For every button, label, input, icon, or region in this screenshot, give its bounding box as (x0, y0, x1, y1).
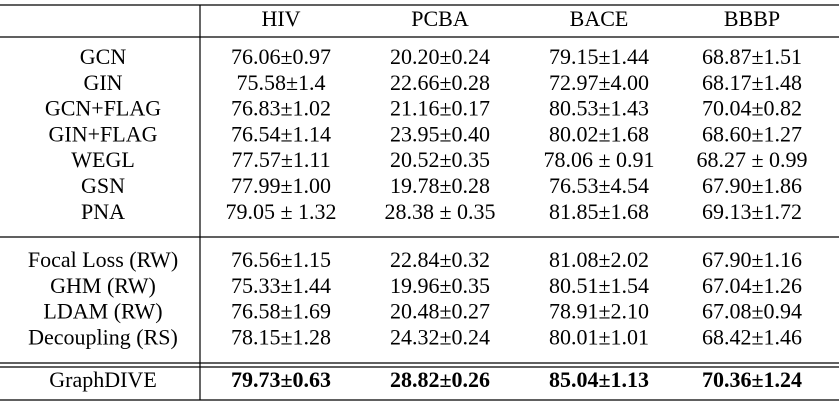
cell: 80.01±1.01 (549, 324, 649, 349)
cell: 67.08±0.94 (702, 299, 802, 324)
row-label: GraphDIVE (49, 367, 157, 392)
cell: 76.53±4.54 (549, 173, 649, 198)
cell: 75.33±1.44 (231, 273, 331, 298)
row-label: GHM (RW) (50, 273, 156, 298)
cell: 69.13±1.72 (702, 199, 802, 224)
cell: 76.54±1.14 (231, 121, 331, 146)
cell: 76.56±1.15 (231, 247, 331, 272)
cell: 80.02±1.68 (549, 121, 649, 146)
column-header: BACE (570, 6, 629, 31)
row-label: WEGL (71, 147, 135, 172)
cell: 20.48±0.27 (390, 299, 490, 324)
row-label: GCN+FLAG (45, 96, 161, 121)
cell: 67.90±1.86 (702, 173, 802, 198)
row-label: Decoupling (RS) (28, 324, 178, 349)
cell: 70.04±0.82 (702, 96, 802, 121)
cell: 78.91±2.10 (549, 299, 649, 324)
cell: 80.53±1.43 (549, 96, 649, 121)
column-header: HIV (261, 6, 300, 31)
cell: 23.95±0.40 (390, 121, 490, 146)
row-label: GIN (83, 70, 122, 95)
cell: 78.15±1.28 (231, 324, 331, 349)
cell: 79.15±1.44 (549, 44, 649, 69)
cell: 70.36±1.24 (702, 367, 802, 392)
cell: 79.05 ± 1.32 (225, 199, 336, 224)
cell: 77.57±1.11 (231, 147, 330, 172)
cell: 81.85±1.68 (549, 199, 649, 224)
cell: 76.83±1.02 (231, 96, 331, 121)
cell: 28.38 ± 0.35 (384, 199, 495, 224)
cell: 68.42±1.46 (702, 324, 802, 349)
cell: 19.78±0.28 (390, 173, 490, 198)
column-header: BBBP (724, 6, 780, 31)
cell: 21.16±0.17 (390, 96, 490, 121)
cell: 20.52±0.35 (390, 147, 490, 172)
cell: 76.58±1.69 (231, 299, 331, 324)
cell: 67.90±1.16 (702, 247, 802, 272)
cell: 72.97±4.00 (549, 70, 649, 95)
cell: 68.27 ± 0.99 (696, 147, 807, 172)
cell: 81.08±2.02 (549, 247, 649, 272)
cell: 85.04±1.13 (549, 367, 649, 392)
cell: 76.06±0.97 (231, 44, 331, 69)
cell: 68.87±1.51 (702, 44, 802, 69)
cell: 28.82±0.26 (390, 367, 490, 392)
cell: 19.96±0.35 (390, 273, 490, 298)
row-label: GCN (80, 44, 127, 69)
cell: 67.04±1.26 (702, 273, 802, 298)
cell: 24.32±0.24 (390, 324, 490, 349)
cell: 20.20±0.24 (390, 44, 490, 69)
cell: 22.66±0.28 (390, 70, 490, 95)
row-label: GSN (81, 173, 125, 198)
cell: 77.99±1.00 (231, 173, 331, 198)
cell: 79.73±0.63 (231, 367, 331, 392)
row-label: PNA (81, 199, 125, 224)
column-header: PCBA (411, 6, 469, 31)
cell: 80.51±1.54 (549, 273, 649, 298)
row-label: GIN+FLAG (49, 121, 158, 146)
cell: 22.84±0.32 (390, 247, 490, 272)
cell: 68.17±1.48 (702, 70, 802, 95)
cell: 68.60±1.27 (702, 121, 802, 146)
cell: 75.58±1.4 (236, 70, 325, 95)
row-label: Focal Loss (RW) (28, 247, 178, 272)
cell: 78.06 ± 0.91 (543, 147, 654, 172)
row-label: LDAM (RW) (43, 299, 162, 324)
